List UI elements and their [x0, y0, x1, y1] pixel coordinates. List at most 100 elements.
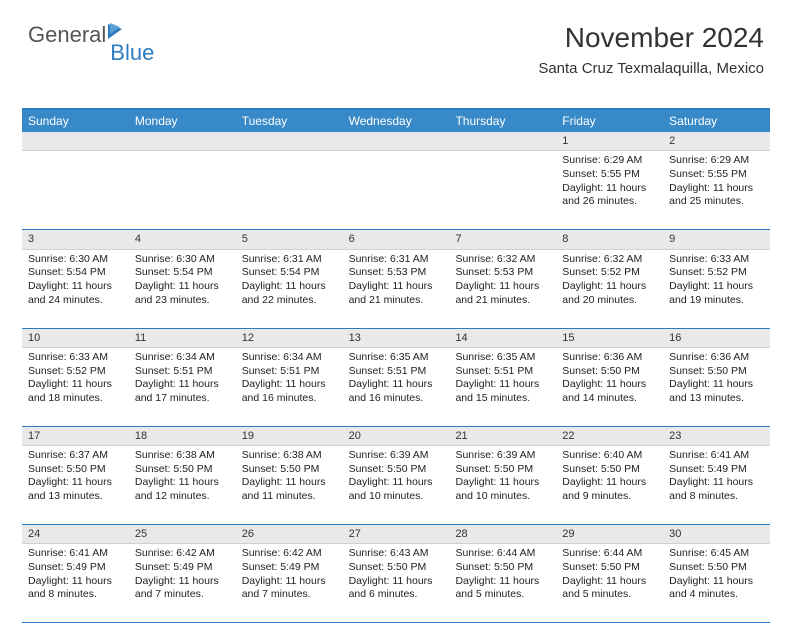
daylight-text: Daylight: 11 hours and 25 minutes. [669, 182, 764, 209]
daylight-text: Daylight: 11 hours and 20 minutes. [562, 280, 657, 307]
day-cell: Sunrise: 6:30 AMSunset: 5:54 PMDaylight:… [129, 250, 236, 328]
sunrise-text: Sunrise: 6:36 AM [669, 351, 764, 365]
day-cell: Sunrise: 6:29 AMSunset: 5:55 PMDaylight:… [663, 151, 770, 229]
sunrise-text: Sunrise: 6:30 AM [135, 253, 230, 267]
sunset-text: Sunset: 5:50 PM [349, 463, 444, 477]
day-number: 28 [449, 525, 556, 543]
sunrise-text: Sunrise: 6:44 AM [562, 547, 657, 561]
day-cell: Sunrise: 6:36 AMSunset: 5:50 PMDaylight:… [556, 348, 663, 426]
location-subtitle: Santa Cruz Texmalaquilla, Mexico [538, 60, 764, 77]
sunrise-text: Sunrise: 6:31 AM [349, 253, 444, 267]
day-cell: Sunrise: 6:39 AMSunset: 5:50 PMDaylight:… [343, 446, 450, 524]
sunset-text: Sunset: 5:53 PM [349, 266, 444, 280]
daynum-row: 10111213141516 [22, 329, 770, 348]
daylight-text: Daylight: 11 hours and 18 minutes. [28, 378, 123, 405]
sunset-text: Sunset: 5:50 PM [135, 463, 230, 477]
day-cell: Sunrise: 6:33 AMSunset: 5:52 PMDaylight:… [663, 250, 770, 328]
day-number: 27 [343, 525, 450, 543]
day-number: 25 [129, 525, 236, 543]
day-body-row: Sunrise: 6:41 AMSunset: 5:49 PMDaylight:… [22, 544, 770, 622]
sunrise-text: Sunrise: 6:38 AM [242, 449, 337, 463]
daylight-text: Daylight: 11 hours and 7 minutes. [135, 575, 230, 602]
day-number [343, 132, 450, 150]
day-cell: Sunrise: 6:39 AMSunset: 5:50 PMDaylight:… [449, 446, 556, 524]
daylight-text: Daylight: 11 hours and 10 minutes. [349, 476, 444, 503]
daylight-text: Daylight: 11 hours and 21 minutes. [455, 280, 550, 307]
sunrise-text: Sunrise: 6:43 AM [349, 547, 444, 561]
day-number: 7 [449, 230, 556, 248]
sunrise-text: Sunrise: 6:34 AM [135, 351, 230, 365]
sunset-text: Sunset: 5:49 PM [669, 463, 764, 477]
day-body-row: Sunrise: 6:33 AMSunset: 5:52 PMDaylight:… [22, 348, 770, 426]
weekday-header: Saturday [663, 110, 770, 132]
logo-flag-icon-2 [110, 23, 120, 34]
sunrise-text: Sunrise: 6:33 AM [28, 351, 123, 365]
day-number: 23 [663, 427, 770, 445]
sunset-text: Sunset: 5:51 PM [135, 365, 230, 379]
daylight-text: Daylight: 11 hours and 16 minutes. [349, 378, 444, 405]
month-title: November 2024 [538, 22, 764, 54]
daylight-text: Daylight: 11 hours and 22 minutes. [242, 280, 337, 307]
daylight-text: Daylight: 11 hours and 13 minutes. [28, 476, 123, 503]
sunrise-text: Sunrise: 6:35 AM [455, 351, 550, 365]
sunset-text: Sunset: 5:54 PM [242, 266, 337, 280]
day-cell: Sunrise: 6:43 AMSunset: 5:50 PMDaylight:… [343, 544, 450, 622]
daylight-text: Daylight: 11 hours and 17 minutes. [135, 378, 230, 405]
daylight-text: Daylight: 11 hours and 12 minutes. [135, 476, 230, 503]
sunrise-text: Sunrise: 6:31 AM [242, 253, 337, 267]
daylight-text: Daylight: 11 hours and 8 minutes. [669, 476, 764, 503]
calendar-week: 17181920212223Sunrise: 6:37 AMSunset: 5:… [22, 427, 770, 525]
day-cell: Sunrise: 6:32 AMSunset: 5:52 PMDaylight:… [556, 250, 663, 328]
daylight-text: Daylight: 11 hours and 5 minutes. [562, 575, 657, 602]
day-cell: Sunrise: 6:44 AMSunset: 5:50 PMDaylight:… [556, 544, 663, 622]
daylight-text: Daylight: 11 hours and 9 minutes. [562, 476, 657, 503]
day-number: 13 [343, 329, 450, 347]
daynum-row: 17181920212223 [22, 427, 770, 446]
day-cell [343, 151, 450, 229]
daylight-text: Daylight: 11 hours and 6 minutes. [349, 575, 444, 602]
sunset-text: Sunset: 5:50 PM [562, 561, 657, 575]
sunset-text: Sunset: 5:50 PM [669, 365, 764, 379]
day-number: 4 [129, 230, 236, 248]
day-number: 26 [236, 525, 343, 543]
day-cell: Sunrise: 6:31 AMSunset: 5:54 PMDaylight:… [236, 250, 343, 328]
daylight-text: Daylight: 11 hours and 23 minutes. [135, 280, 230, 307]
sunset-text: Sunset: 5:52 PM [669, 266, 764, 280]
daylight-text: Daylight: 11 hours and 10 minutes. [455, 476, 550, 503]
sunrise-text: Sunrise: 6:32 AM [562, 253, 657, 267]
sunrise-text: Sunrise: 6:29 AM [562, 154, 657, 168]
day-number: 3 [22, 230, 129, 248]
daynum-row: 12 [22, 132, 770, 151]
sunrise-text: Sunrise: 6:29 AM [669, 154, 764, 168]
sunrise-text: Sunrise: 6:36 AM [562, 351, 657, 365]
sunset-text: Sunset: 5:50 PM [242, 463, 337, 477]
daylight-text: Daylight: 11 hours and 14 minutes. [562, 378, 657, 405]
day-cell: Sunrise: 6:40 AMSunset: 5:50 PMDaylight:… [556, 446, 663, 524]
sunset-text: Sunset: 5:55 PM [562, 168, 657, 182]
sunrise-text: Sunrise: 6:42 AM [135, 547, 230, 561]
day-number [236, 132, 343, 150]
sunset-text: Sunset: 5:53 PM [455, 266, 550, 280]
day-number: 24 [22, 525, 129, 543]
sunrise-text: Sunrise: 6:40 AM [562, 449, 657, 463]
day-cell: Sunrise: 6:45 AMSunset: 5:50 PMDaylight:… [663, 544, 770, 622]
daynum-row: 24252627282930 [22, 525, 770, 544]
day-number: 14 [449, 329, 556, 347]
day-number: 30 [663, 525, 770, 543]
sunset-text: Sunset: 5:54 PM [28, 266, 123, 280]
day-body-row: Sunrise: 6:29 AMSunset: 5:55 PMDaylight:… [22, 151, 770, 229]
day-cell: Sunrise: 6:35 AMSunset: 5:51 PMDaylight:… [343, 348, 450, 426]
sunrise-text: Sunrise: 6:39 AM [455, 449, 550, 463]
sunrise-text: Sunrise: 6:34 AM [242, 351, 337, 365]
sunset-text: Sunset: 5:50 PM [455, 463, 550, 477]
sunset-text: Sunset: 5:50 PM [562, 365, 657, 379]
sunset-text: Sunset: 5:49 PM [242, 561, 337, 575]
sunset-text: Sunset: 5:50 PM [669, 561, 764, 575]
day-cell: Sunrise: 6:41 AMSunset: 5:49 PMDaylight:… [663, 446, 770, 524]
day-cell: Sunrise: 6:34 AMSunset: 5:51 PMDaylight:… [129, 348, 236, 426]
day-cell: Sunrise: 6:37 AMSunset: 5:50 PMDaylight:… [22, 446, 129, 524]
day-cell: Sunrise: 6:42 AMSunset: 5:49 PMDaylight:… [236, 544, 343, 622]
day-number [449, 132, 556, 150]
day-cell: Sunrise: 6:41 AMSunset: 5:49 PMDaylight:… [22, 544, 129, 622]
day-number: 12 [236, 329, 343, 347]
